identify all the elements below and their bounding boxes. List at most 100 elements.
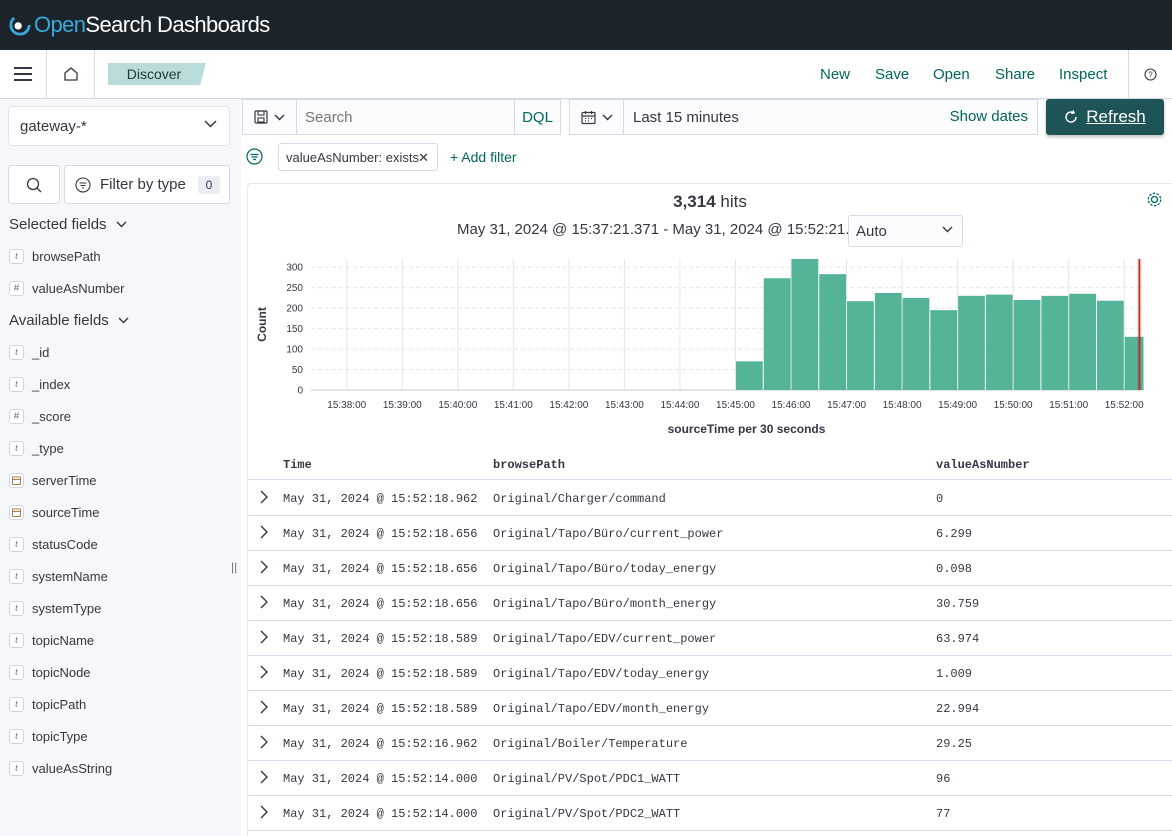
string-type-icon: t (9, 696, 24, 712)
table-row[interactable]: May 31, 2024 @ 15:52:18.962 Original/Char… (248, 481, 1172, 516)
table-row[interactable]: May 31, 2024 @ 15:52:18.589 Original/Tapo… (248, 691, 1172, 726)
available-fields-toggle[interactable]: Available fields (9, 312, 129, 329)
field-item-servertime[interactable]: serverTime (9, 470, 97, 490)
filter-by-type-button[interactable]: Filter by type 0 (64, 165, 230, 204)
date-type-icon (9, 472, 24, 488)
inspect-button[interactable]: Inspect (1059, 65, 1108, 83)
histogram-bar (791, 259, 819, 390)
chevron-right-icon[interactable] (259, 630, 269, 644)
quick-date-picker-button[interactable] (569, 99, 624, 135)
chevron-right-icon[interactable] (259, 560, 269, 574)
chevron-right-icon[interactable] (259, 665, 269, 679)
histogram-bar (902, 297, 930, 390)
close-icon[interactable]: ✕ (418, 150, 429, 165)
field-name: topicType (32, 728, 88, 744)
field-item-topicnode[interactable]: t topicNode (9, 662, 91, 682)
filter-icon (75, 176, 91, 193)
field-item-underscore-id[interactable]: t _id (9, 342, 49, 362)
field-name: statusCode (32, 536, 98, 552)
field-item-topicname[interactable]: t topicName (9, 630, 94, 650)
save-button[interactable]: Save (875, 65, 910, 83)
filter-options-icon[interactable] (246, 148, 263, 165)
chevron-down-icon (274, 114, 285, 120)
chevron-right-icon[interactable] (259, 490, 269, 504)
field-item-topictype[interactable]: t topicType (9, 726, 88, 746)
share-button[interactable]: Share (995, 65, 1036, 83)
open-button[interactable]: Open (933, 65, 970, 83)
field-item-statuscode[interactable]: t statusCode (9, 534, 98, 554)
field-item-topicpath[interactable]: t topicPath (9, 694, 86, 714)
table-row[interactable]: May 31, 2024 @ 15:52:14.000 Original/PV/S… (248, 761, 1172, 796)
cell-valueasnumber: 22.994 (936, 702, 980, 716)
field-item-underscore-score[interactable]: # _score (9, 406, 71, 426)
field-item-underscore-type[interactable]: t _type (9, 438, 64, 458)
results-panel: 3,314 hits May 31, 2024 @ 15:37:21.371 -… (247, 183, 1172, 836)
cell-browsepath: Original/Tapo/EDV/today_energy (493, 667, 710, 681)
available-fields-title: Available fields (9, 312, 109, 329)
show-dates-button[interactable]: Show dates (949, 108, 1028, 125)
x-tick-label: 15:40:00 (438, 400, 477, 411)
histogram-chart[interactable]: 0 50 100 150 200 250 300 15:38:00 15:39:00 15:40:… (248, 251, 1172, 446)
time-range-display[interactable]: Last 15 minutes Show dates (623, 99, 1038, 135)
gear-icon[interactable] (1146, 191, 1163, 208)
column-header-valueasnumber[interactable]: valueAsNumber (936, 458, 1030, 472)
chevron-right-icon[interactable] (259, 770, 269, 784)
chevron-right-icon[interactable] (259, 735, 269, 749)
cell-browsepath: Original/Boiler/Temperature (493, 737, 688, 751)
y-tick-label: 200 (286, 304, 303, 315)
field-item-sourcetime[interactable]: sourceTime (9, 502, 99, 522)
x-tick-label: 15:52:00 (1105, 400, 1144, 411)
filter-pill[interactable]: valueAsNumber: exists ✕ (278, 143, 438, 171)
x-tick-label: 15:43:00 (605, 400, 644, 411)
chevron-right-icon[interactable] (259, 805, 269, 819)
selected-fields-toggle[interactable]: Selected fields (9, 216, 127, 233)
chevron-right-icon[interactable] (259, 700, 269, 714)
opensearch-logo-icon[interactable] (9, 14, 31, 36)
x-tick-label: 15:49:00 (938, 400, 977, 411)
header-nav: Discover New Save Open Share Inspect ? (0, 50, 1172, 99)
index-pattern-label: gateway-* (20, 117, 87, 135)
column-header-browsepath[interactable]: browsePath (493, 458, 566, 472)
table-row[interactable]: May 31, 2024 @ 15:52:18.589 Original/Tapo… (248, 621, 1172, 656)
add-filter-button[interactable]: + Add filter (450, 149, 517, 165)
field-item-systemtype[interactable]: t systemType (9, 598, 101, 618)
index-pattern-select[interactable]: gateway-* (8, 106, 230, 146)
cell-time: May 31, 2024 @ 15:52:18.962 (283, 492, 478, 506)
field-item-systemname[interactable]: t systemName (9, 566, 108, 586)
field-name: _id (32, 344, 50, 360)
table-row[interactable]: May 31, 2024 @ 15:52:18.656 Original/Tapo… (248, 516, 1172, 551)
field-item-browsepath[interactable]: t browsePath (9, 246, 101, 266)
table-row[interactable]: May 31, 2024 @ 15:52:18.656 Original/Tapo… (248, 551, 1172, 586)
help-icon: ? (1144, 67, 1157, 81)
chevron-right-icon[interactable] (259, 595, 269, 609)
breadcrumb-discover[interactable]: Discover (108, 63, 206, 85)
new-button[interactable]: New (820, 65, 851, 83)
field-item-valueasstring[interactable]: t valueAsString (9, 758, 112, 778)
column-header-time[interactable]: Time (283, 458, 312, 472)
interval-select[interactable]: Auto (848, 215, 963, 247)
query-language-button[interactable]: DQL (514, 99, 561, 135)
x-tick-label: 15:42:00 (549, 400, 588, 411)
table-row[interactable]: May 31, 2024 @ 15:52:16.962 Original/Boil… (248, 726, 1172, 761)
string-type-icon: t (9, 440, 24, 456)
home-icon (63, 67, 78, 81)
sidebar-resize-handle[interactable]: || (231, 560, 238, 574)
brand-title[interactable]: OpenSearch Dashboards (34, 12, 270, 37)
refresh-button[interactable]: Refresh (1046, 99, 1164, 135)
table-row[interactable]: May 31, 2024 @ 15:52:18.589 Original/Tapo… (248, 656, 1172, 691)
menu-toggle-button[interactable] (0, 50, 47, 98)
help-button[interactable]: ? (1128, 50, 1172, 98)
table-row[interactable]: May 31, 2024 @ 15:52:14.000 Original/PV/S… (248, 796, 1172, 831)
saved-query-button[interactable] (242, 99, 297, 135)
search-input[interactable] (296, 99, 515, 135)
field-name: topicName (32, 632, 95, 648)
home-button[interactable] (47, 50, 95, 98)
cell-browsepath: Original/Charger/command (493, 492, 666, 506)
field-item-valueasnumber[interactable]: # valueAsNumber (9, 278, 125, 298)
cell-time: May 31, 2024 @ 15:52:18.656 (283, 527, 478, 541)
histogram-bar (958, 295, 985, 390)
chevron-right-icon[interactable] (259, 525, 269, 539)
field-item-underscore-index[interactable]: t _index (9, 374, 70, 394)
field-search-button[interactable] (8, 165, 60, 204)
table-row[interactable]: May 31, 2024 @ 15:52:18.656 Original/Tapo… (248, 586, 1172, 621)
